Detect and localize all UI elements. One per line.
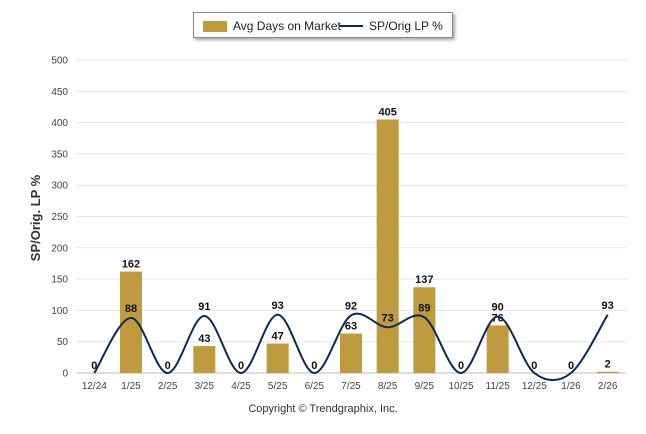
y-tick-label: 250	[51, 212, 68, 223]
x-tick-label: 1/26	[561, 381, 581, 392]
x-tick-label: 12/25	[522, 381, 547, 392]
y-axis-ticks: 0 50 100 150 200 250 300 350 400 450 500	[51, 56, 68, 380]
x-tick-label: 8/25	[378, 381, 398, 392]
y-tick-label: 200	[51, 243, 68, 254]
bar-value-label: 47	[272, 331, 284, 343]
line-value-label: 92	[345, 300, 357, 312]
bar	[193, 346, 216, 373]
line-value-label: 93	[272, 300, 284, 312]
y-tick-label: 0	[62, 369, 68, 380]
bar	[120, 271, 142, 373]
legend-line-swatch	[339, 25, 363, 27]
x-tick-label: 9/25	[415, 381, 435, 392]
bar-value-label: 2	[605, 359, 611, 371]
legend-bar-label: Avg Days on Market	[233, 19, 341, 33]
line-value-label: 91	[198, 301, 210, 313]
bar-series	[120, 119, 619, 373]
x-tick-label: 1/25	[121, 381, 141, 392]
y-tick-label: 500	[51, 56, 68, 67]
x-tick-label: 2/26	[598, 381, 618, 392]
y-tick-label: 100	[51, 306, 68, 317]
x-tick-label: 4/25	[231, 381, 251, 392]
x-axis-ticks: 12/24 1/25 2/25 3/25 4/25 5/25 6/25 7/25 8/25 9/2…	[82, 381, 618, 392]
line-value-labels: 88 91 93 92 73 89 90 93	[125, 300, 614, 325]
bar-value-label: 0	[458, 360, 464, 372]
bar-value-label: 0	[311, 360, 317, 372]
bar-value-label: 405	[378, 106, 396, 118]
bar-value-label: 63	[345, 321, 357, 333]
bar	[486, 325, 509, 373]
y-tick-label: 150	[51, 275, 68, 286]
y-tick-label: 50	[57, 337, 69, 348]
y-tick-label: 400	[51, 118, 68, 129]
bar-value-label: 0	[238, 360, 244, 372]
x-tick-label: 6/25	[305, 381, 325, 392]
bar	[266, 343, 289, 373]
legend: Avg Days on Market SP/Orig LP %	[193, 12, 453, 38]
x-tick-label: 11/25	[486, 381, 511, 392]
y-tick-label: 300	[51, 181, 68, 192]
legend-item-bar: Avg Days on Market	[203, 19, 341, 33]
line-value-label: 88	[125, 303, 137, 315]
bar-value-label: 162	[122, 259, 140, 271]
y-tick-label: 450	[51, 87, 68, 98]
bar-value-label: 43	[198, 333, 210, 345]
bar-value-label: 0	[165, 360, 171, 372]
line-value-label: 93	[602, 300, 614, 312]
legend-bar-swatch	[203, 20, 227, 32]
bar	[596, 371, 619, 373]
bar-value-label: 76	[492, 312, 504, 324]
bar	[376, 119, 399, 373]
x-tick-label: 5/25	[268, 381, 288, 392]
bar-value-label: 137	[415, 274, 433, 286]
y-axis-label: SP/Orig. LP %	[28, 174, 43, 261]
bar	[413, 287, 436, 373]
gridlines	[76, 59, 626, 374]
bar	[340, 333, 362, 373]
legend-line-label: SP/Orig LP %	[369, 19, 443, 33]
line-value-label: 90	[492, 302, 504, 314]
legend-item-line: SP/Orig LP %	[339, 19, 443, 33]
line-value-label: 89	[418, 302, 430, 314]
bar-value-label: 0	[531, 360, 537, 372]
x-tick-label: 3/25	[195, 381, 215, 392]
y-tick-label: 350	[51, 149, 68, 160]
line-series-path	[93, 312, 609, 382]
x-tick-label: 2/25	[158, 381, 178, 392]
x-tick-label: 12/24	[82, 381, 107, 392]
bar-value-label: 0	[91, 360, 97, 372]
x-tick-label: 7/25	[341, 381, 361, 392]
copyright: Copyright © Trendgraphix, Inc.	[248, 403, 398, 415]
line-value-label: 73	[382, 312, 394, 324]
bar-value-label: 0	[568, 360, 574, 372]
x-tick-label: 10/25	[448, 381, 473, 392]
bar-value-labels: 0 162 0 43 0 47 0 63 405 137 0 76 0 0 2	[91, 106, 610, 372]
